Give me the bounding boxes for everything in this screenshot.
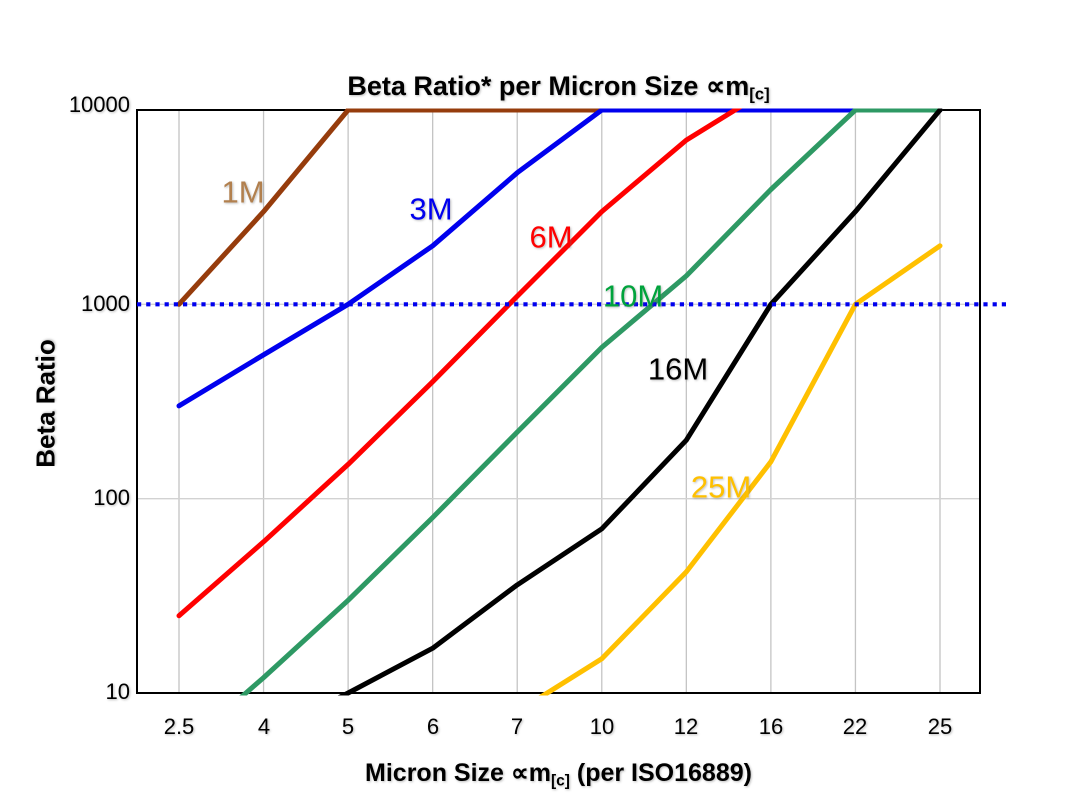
x-tick-label-12: 12 xyxy=(673,714,699,739)
x-axis-label-text: Micron Size ∝m xyxy=(365,759,551,787)
x-axis-label-suffix: (per ISO16889) xyxy=(569,759,752,787)
series-label-25m: 25M xyxy=(690,469,752,505)
y-axis-label: Beta Ratio xyxy=(30,339,61,468)
series-label-3m: 3M xyxy=(409,191,453,227)
y-tick-label-100: 100 xyxy=(93,485,130,510)
chart-title-text: Beta Ratio* per Micron Size ∝m xyxy=(347,71,750,101)
x-tick-label-4: 4 xyxy=(257,714,271,739)
x-tick-label-16: 16 xyxy=(758,714,784,739)
x-tick-label-10: 10 xyxy=(589,714,615,739)
x-tick-label-2.5: 2.5 xyxy=(163,714,195,739)
x-axis-label-subscript: [c] xyxy=(550,772,570,790)
x-tick-label-7: 7 xyxy=(510,714,524,739)
series-label-6m: 6M xyxy=(529,219,573,255)
x-tick-label-25: 25 xyxy=(927,714,953,739)
series-label-10m: 10M xyxy=(602,278,664,314)
y-tick-label-10: 10 xyxy=(105,679,130,704)
y-tick-label-1000: 1000 xyxy=(81,291,130,316)
x-tick-label-22: 22 xyxy=(842,714,868,739)
x-axis-label: Micron Size ∝m[c] (per ISO16889) xyxy=(137,758,980,790)
y-tick-label-10000: 10000 xyxy=(68,92,130,117)
chart-title: Beta Ratio* per Micron Size ∝m[c] xyxy=(137,71,980,105)
series-label-1m: 1M xyxy=(221,174,265,210)
chart-title-subscript: [c] xyxy=(749,84,770,104)
x-tick-label-5: 5 xyxy=(341,714,355,739)
series-label-16m: 16M xyxy=(647,351,709,387)
x-tick-label-6: 6 xyxy=(426,714,440,739)
